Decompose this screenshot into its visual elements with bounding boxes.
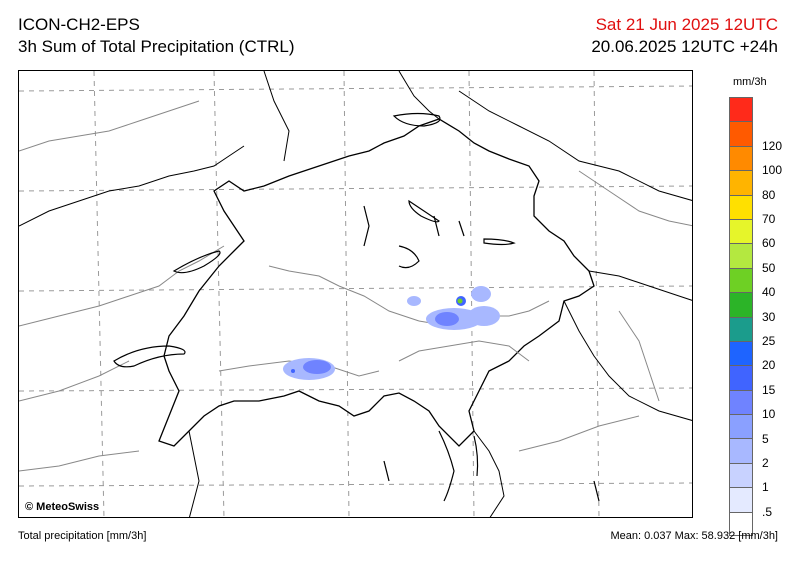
legend-swatch <box>729 243 753 268</box>
legend-tick-label: 15 <box>762 382 776 397</box>
legend-tick-label: 80 <box>762 187 776 202</box>
legend-tick-label: 30 <box>762 309 776 324</box>
valid-time: Sat 21 Jun 2025 12UTC <box>595 15 778 34</box>
legend-swatch <box>729 218 753 244</box>
legend-swatch <box>729 292 753 317</box>
legend-tick-label: 50 <box>762 260 776 275</box>
model-name: ICON-CH2-EPS <box>18 15 140 34</box>
precipitation-map: © MeteoSwiss <box>18 70 693 518</box>
legend-tick-label: 70 <box>762 212 776 226</box>
legend-tick-label: .5 <box>762 504 773 519</box>
legend-tick-label: 100 <box>762 163 783 178</box>
legend-tick-label: 2 <box>762 456 769 470</box>
legend-tick-label: 60 <box>762 236 776 251</box>
product-name: 3h Sum of Total Precipitation (CTRL) <box>18 37 295 56</box>
map-canvas <box>19 71 692 517</box>
footer-variable: Total precipitation [mm/3h] <box>18 530 147 542</box>
legend-swatch <box>729 316 753 341</box>
legend-swatch <box>729 511 753 537</box>
legend-swatch <box>729 438 753 463</box>
legend-tick-label: 10 <box>762 407 776 422</box>
lakes <box>113 112 600 502</box>
legend-swatch <box>729 365 753 390</box>
legend-swatch <box>729 97 753 122</box>
precipitation-field <box>283 286 500 380</box>
legend-tick-label: 1 <box>762 480 769 495</box>
legend-swatch <box>729 340 753 366</box>
legend-swatch <box>729 414 753 439</box>
legend-swatch <box>729 194 753 219</box>
lat-lon-grid <box>19 71 692 517</box>
title-block: ICON-CH2-EPS 3h Sum of Total Precipitati… <box>18 14 295 58</box>
legend-swatch <box>729 462 753 488</box>
legend-tick-label: 5 <box>762 431 769 446</box>
legend-swatch <box>729 170 753 195</box>
legend-swatch <box>729 389 753 415</box>
footer-stats: Mean: 0.037 Max: 58.932 [mm/3h] <box>610 530 778 542</box>
legend-tick-label: 20 <box>762 358 776 373</box>
color-legend <box>729 97 753 537</box>
legend-swatch <box>729 145 753 171</box>
country-borders <box>19 71 692 517</box>
copyright-label: © MeteoSwiss <box>25 501 100 513</box>
legend-tick-label: 120 <box>762 138 783 153</box>
internal-boundaries <box>19 100 692 472</box>
legend-swatch <box>729 487 753 512</box>
swiss-border <box>158 118 595 447</box>
legend-tick-label: 25 <box>762 334 776 348</box>
legend-swatch <box>729 121 753 146</box>
legend-tick-label: 40 <box>762 285 776 300</box>
time-block: Sat 21 Jun 2025 12UTC 20.06.2025 12UTC +… <box>591 14 778 58</box>
legend-swatch <box>729 267 753 293</box>
run-info: 20.06.2025 12UTC +24h <box>591 37 778 56</box>
legend-unit: mm/3h <box>733 76 767 88</box>
